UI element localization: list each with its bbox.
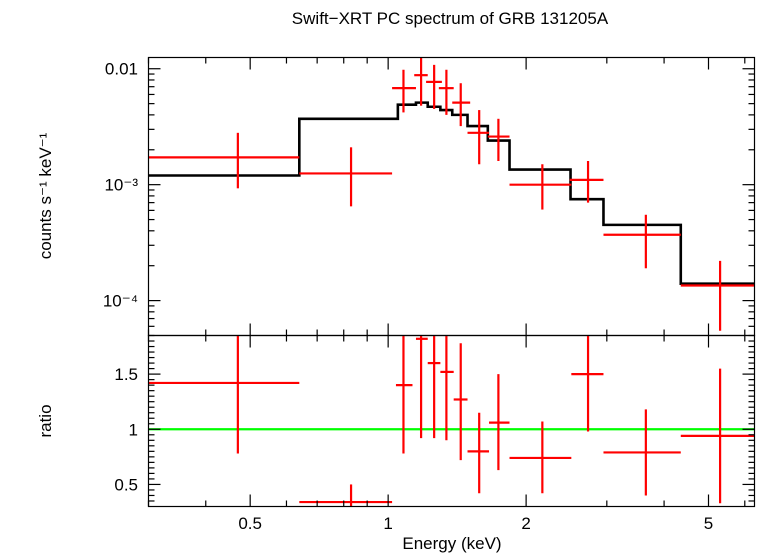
- ratio-point-0: [148, 335, 300, 454]
- spectrum-point-12: [680, 260, 755, 331]
- spectrum-panel: 0.01 10⁻³ 10⁻⁴ counts s⁻¹ keV⁻¹: [36, 56, 756, 337]
- x-tick-label-3: 5: [704, 514, 713, 533]
- spectrum-point-7: [467, 110, 490, 165]
- ratio-y-tick-label-1: 1: [129, 420, 138, 439]
- spectrum-point-1: [299, 147, 393, 207]
- spectrum-point-9: [509, 164, 572, 210]
- ratio-point-9: [509, 421, 572, 494]
- y-tick-label-0: 0.01: [105, 60, 138, 79]
- spectrum-y-axis-label: counts s⁻¹ keV⁻¹: [36, 132, 55, 259]
- ratio-point-10: [571, 335, 604, 432]
- chart-title: Swift−XRT PC spectrum of GRB 131205A: [292, 9, 609, 28]
- ratio-point-8: [489, 374, 510, 471]
- spectrum-point-5: [438, 69, 454, 115]
- ratio-point-12: [680, 368, 755, 504]
- spectrum-point-4: [426, 64, 442, 109]
- ratio-x-tick-labels: 0.5 1 2 5: [238, 514, 713, 533]
- ratio-point-1: [299, 484, 393, 507]
- y-tick-label-2: 10⁻⁴: [103, 292, 138, 311]
- ratio-point-3: [415, 335, 428, 439]
- x-tick-label-2: 2: [521, 514, 530, 533]
- spectrum-point-11: [603, 214, 681, 269]
- spectrum-point-3: [414, 57, 428, 106]
- ratio-data-points: [148, 335, 755, 507]
- spectrum-point-8: [487, 118, 510, 162]
- ratio-point-5: [440, 335, 454, 441]
- ratio-point-6: [453, 343, 468, 461]
- spectrum-point-0: [148, 132, 300, 189]
- spectrum-axis-ticks: [147, 57, 755, 337]
- energy-x-axis-label: Energy (keV): [402, 534, 501, 553]
- ratio-frame: [147, 334, 756, 508]
- ratio-y-tick-label-2: 1.5: [114, 365, 138, 384]
- ratio-point-7: [467, 412, 490, 494]
- spectrum-y-tick-labels: 0.01 10⁻³ 10⁻⁴: [103, 60, 139, 311]
- spectrum-data-points: [148, 57, 755, 331]
- spectrum-point-10: [569, 161, 604, 203]
- ratio-point-4: [427, 335, 441, 439]
- ratio-point-11: [603, 409, 681, 496]
- spectrum-point-2: [392, 69, 416, 113]
- x-tick-label-1: 1: [383, 514, 392, 533]
- ratio-y-tick-labels: 0.5 1 1.5: [114, 365, 138, 494]
- ratio-panel: 0.5 1 1.5 0.5 1 2 5 ratio Energy (keV): [36, 334, 756, 553]
- ratio-y-tick-label-0: 0.5: [114, 475, 138, 494]
- x-tick-label-0: 0.5: [238, 514, 262, 533]
- ratio-y-axis-label: ratio: [36, 404, 55, 437]
- y-tick-label-1: 10⁻³: [104, 176, 138, 195]
- ratio-point-2: [395, 335, 413, 454]
- spectrum-point-6: [452, 83, 471, 127]
